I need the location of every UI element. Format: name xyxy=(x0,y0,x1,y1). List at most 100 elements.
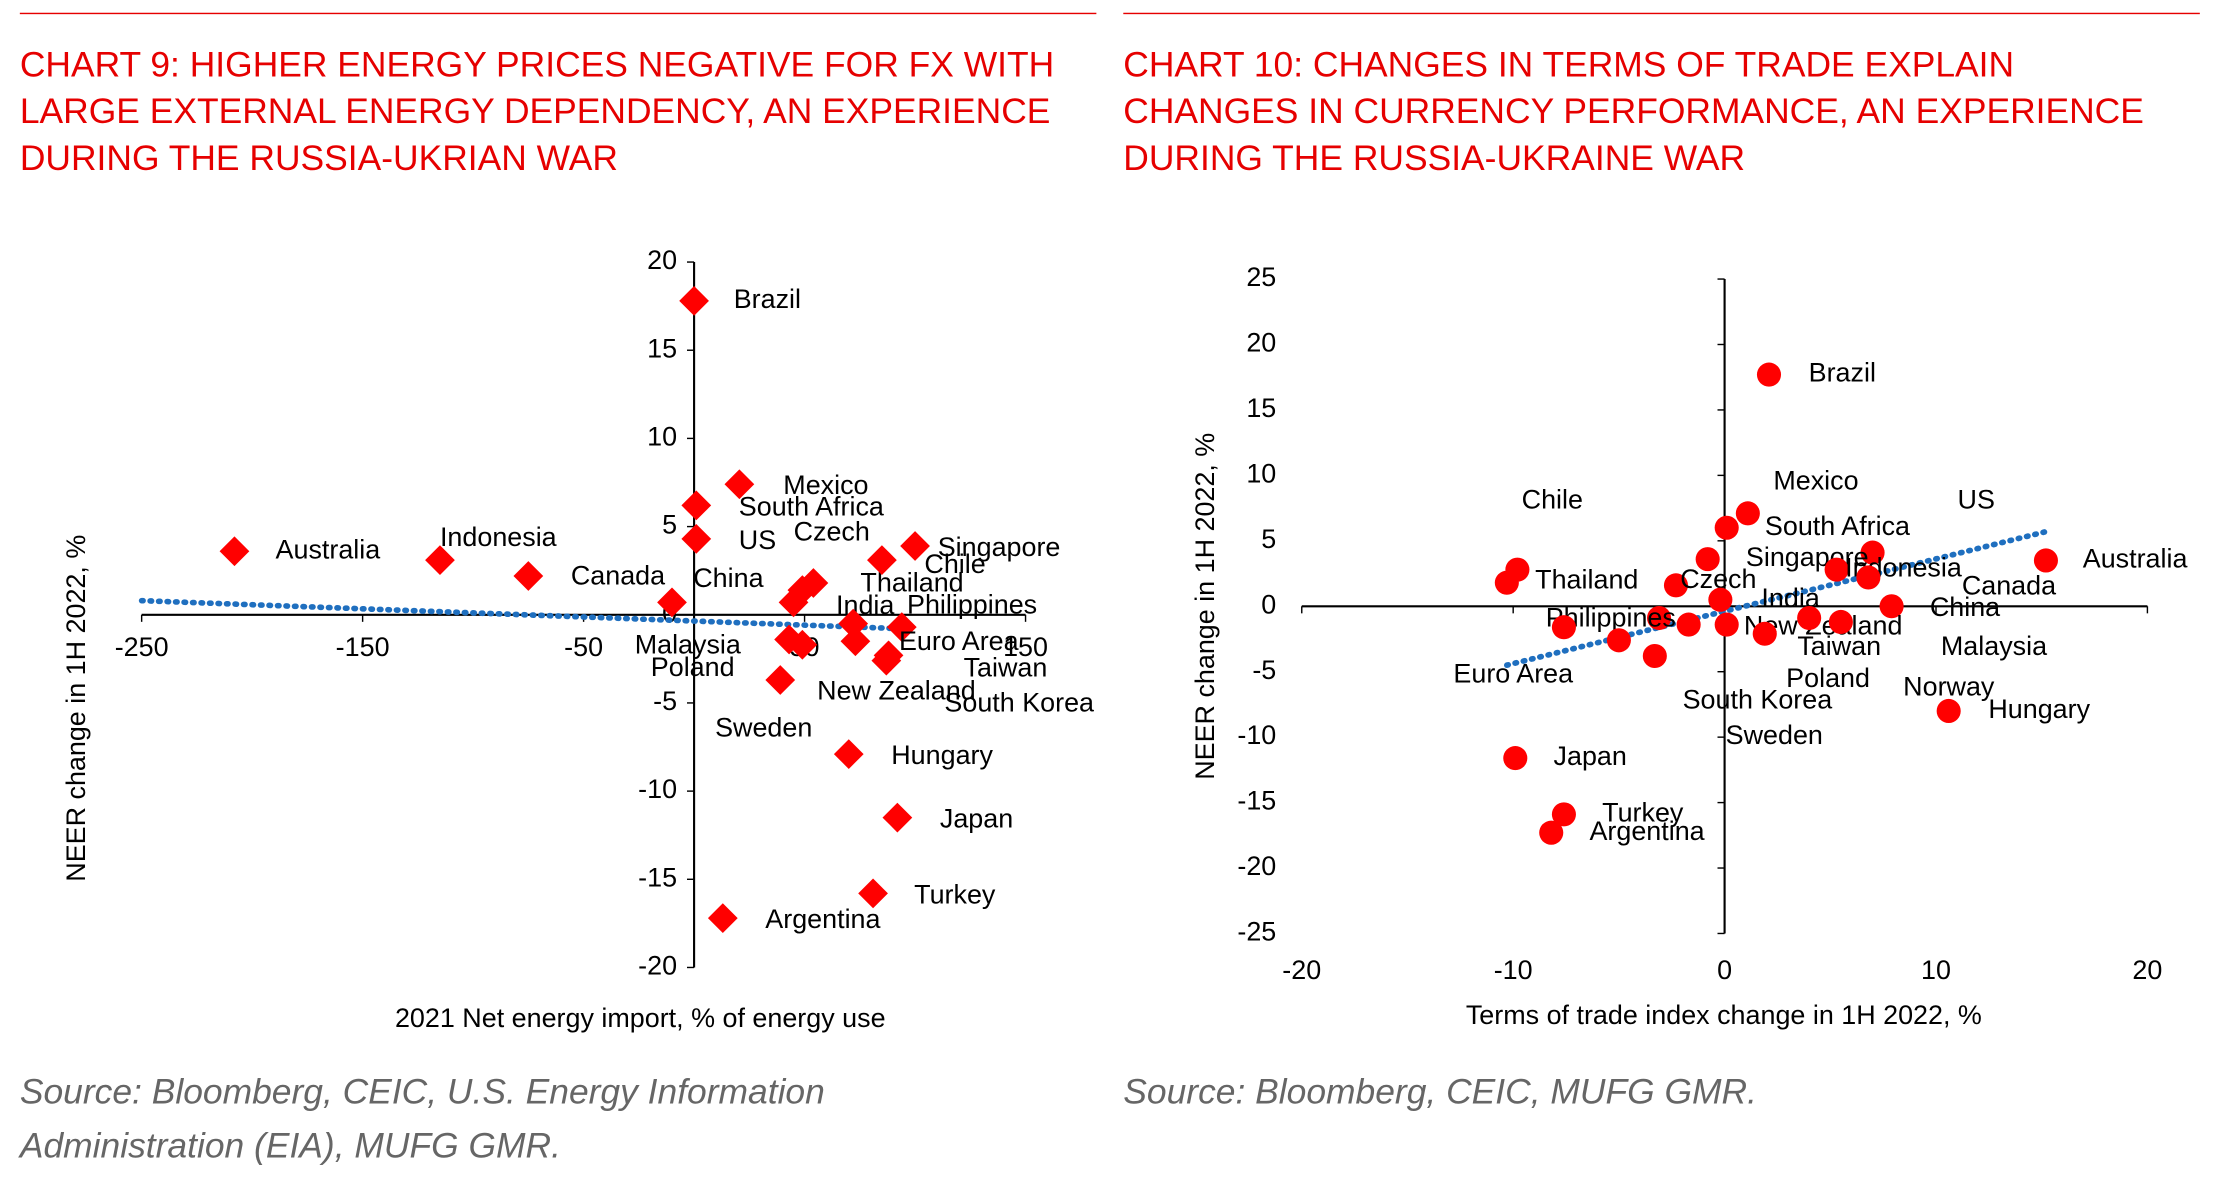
data-point xyxy=(1714,612,1739,637)
data-point xyxy=(765,665,796,695)
point-label: Indonesia xyxy=(440,522,557,552)
data-point xyxy=(1797,606,1822,631)
y-tick-label: 10 xyxy=(647,422,677,452)
x-axis-title: Terms of trade index change in 1H 2022, … xyxy=(1466,1000,1982,1030)
y-tick-label: -15 xyxy=(1237,786,1276,816)
data-point xyxy=(1879,594,1904,619)
point-label: Czech xyxy=(794,517,870,547)
point-label: Poland xyxy=(651,652,735,682)
point-label: Chile xyxy=(1522,485,1583,515)
data-point xyxy=(1494,570,1519,595)
data-point xyxy=(787,629,818,660)
point-label: Canada xyxy=(571,560,665,590)
y-tick-label: -25 xyxy=(1237,917,1276,947)
data-point xyxy=(513,561,544,591)
point-label: South Korea xyxy=(944,688,1094,718)
data-point xyxy=(1606,628,1631,653)
point-label: Australia xyxy=(2083,544,2188,574)
point-label: Euro Area xyxy=(899,626,1019,656)
data-point xyxy=(1752,621,1777,646)
data-point xyxy=(1708,587,1733,612)
point-label: Turkey xyxy=(1602,797,1684,827)
data-point xyxy=(1539,820,1564,845)
source-note: Source: Bloomberg, CEIC, MUFG GMR. xyxy=(1123,1072,1757,1112)
point-label: China xyxy=(1930,592,2000,622)
y-tick-label: -20 xyxy=(1237,851,1276,881)
y-tick-label: -15 xyxy=(638,862,677,892)
point-label: New Zealand xyxy=(817,675,976,705)
x-tick-label: -50 xyxy=(564,632,603,662)
point-label: Brazil xyxy=(1809,358,1876,388)
data-point xyxy=(778,587,809,618)
y-tick-label: 15 xyxy=(1246,393,1276,423)
data-point xyxy=(840,626,871,657)
y-tick-label: 25 xyxy=(1246,262,1276,292)
point-label: Malaysia xyxy=(635,630,741,660)
y-tick-label: -5 xyxy=(1252,655,1276,685)
point-label: Thailand xyxy=(860,568,963,598)
trendline xyxy=(138,597,910,632)
data-point xyxy=(681,524,712,554)
point-label: Hungary xyxy=(1988,694,2090,724)
y-tick-label: 20 xyxy=(647,245,677,275)
point-label: Mexico xyxy=(1773,465,1858,495)
data-point xyxy=(1663,573,1689,598)
data-point xyxy=(900,531,930,561)
x-tick-label: -20 xyxy=(1282,955,1321,985)
x-tick-label: 0 xyxy=(1717,955,1732,985)
y-tick-label: 0 xyxy=(1261,589,1276,619)
y-tick-label: 15 xyxy=(647,333,677,363)
point-label: Thailand xyxy=(1535,564,1638,594)
y-axis-title: NEER change in 1H 2022, % xyxy=(61,535,91,882)
data-point xyxy=(1503,746,1528,771)
data-point xyxy=(1828,609,1853,635)
point-label: Philippines xyxy=(907,590,1037,620)
point-label: Singapore xyxy=(938,532,1061,562)
data-point xyxy=(1695,547,1720,572)
chart-title: CHART 10: CHANGES IN TERMS OF TRADE EXPL… xyxy=(1123,45,2144,179)
rule xyxy=(19,12,1097,15)
point-label: Sweden xyxy=(715,713,812,743)
point-label: Argentina xyxy=(1589,816,1704,846)
y-tick-label: -10 xyxy=(1237,720,1276,750)
data-point xyxy=(1936,698,1961,724)
y-tick-label: 5 xyxy=(1261,524,1276,554)
point-label: Euro Area xyxy=(1453,658,1573,688)
trendline xyxy=(1504,528,2049,668)
point-label: South Korea xyxy=(1683,684,1833,714)
data-point xyxy=(219,536,250,567)
data-point xyxy=(1551,802,1576,827)
point-label: Australia xyxy=(276,534,381,564)
y-tick-label: 5 xyxy=(662,510,677,540)
point-label: India xyxy=(836,590,894,620)
y-tick-label: 10 xyxy=(1246,458,1276,488)
data-point xyxy=(858,878,888,909)
point-label: US xyxy=(739,525,776,555)
data-point xyxy=(1856,565,1881,590)
point-label: Brazil xyxy=(734,284,801,314)
point-label: Mexico xyxy=(783,470,868,500)
data-point xyxy=(1824,557,1849,582)
point-label: Poland xyxy=(1786,663,1870,693)
point-label: South Africa xyxy=(739,491,884,521)
data-point xyxy=(882,802,913,833)
data-point xyxy=(679,285,709,316)
y-tick-label: -5 xyxy=(653,686,677,716)
point-label: US xyxy=(1958,485,1995,515)
data-point xyxy=(838,608,869,639)
x-tick-label: 150 xyxy=(1003,632,1048,662)
point-label: Argentina xyxy=(765,904,880,934)
data-point xyxy=(1551,615,1576,640)
data-point xyxy=(1860,540,1885,565)
data-point xyxy=(1714,515,1739,540)
y-tick-label: -20 xyxy=(638,951,677,981)
data-point xyxy=(681,490,712,521)
y-axis-title: NEER change in 1H 2022, % xyxy=(1190,433,1220,780)
data-point xyxy=(871,645,902,676)
x-axis-title: 2021 Net energy import, % of energy use xyxy=(395,1003,886,1033)
point-label: Sweden xyxy=(1726,720,1823,750)
point-label: Malaysia xyxy=(1941,631,2047,661)
data-point xyxy=(1735,501,1760,526)
